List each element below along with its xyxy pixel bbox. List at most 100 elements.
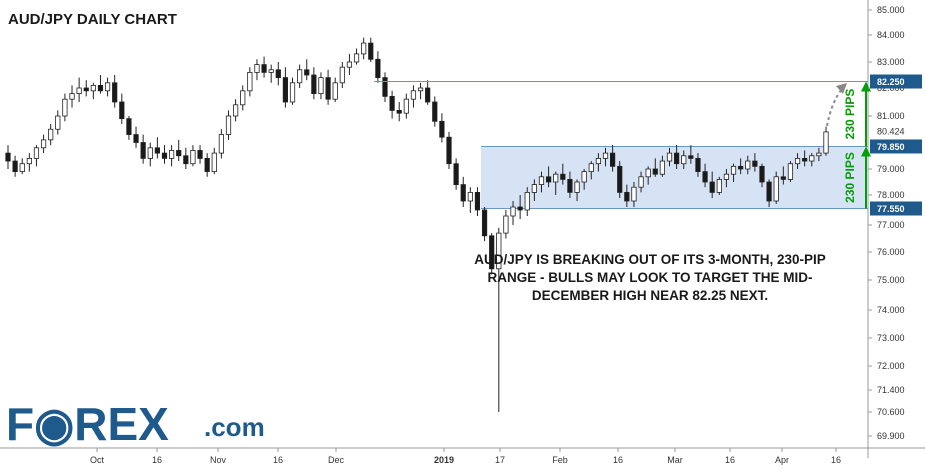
candle-body <box>631 186 637 202</box>
price-badge-bg <box>870 74 922 89</box>
candle <box>617 161 623 198</box>
candle-body <box>83 87 89 92</box>
candle-body <box>90 85 96 92</box>
candle-body <box>76 87 82 94</box>
candle <box>190 145 196 167</box>
candle-body <box>197 150 203 159</box>
candle-body <box>439 120 445 138</box>
candle <box>773 171 779 204</box>
candle <box>681 150 687 169</box>
price-badge-label: 80.424 <box>877 126 905 136</box>
candle-body <box>602 152 609 159</box>
candle-body <box>425 87 431 103</box>
candle <box>638 171 644 193</box>
candle <box>240 85 246 111</box>
candle <box>62 93 68 122</box>
lower-pips-arrow-head <box>861 146 871 157</box>
candle-body <box>581 171 587 183</box>
candle-body <box>474 191 481 211</box>
candle <box>695 153 701 177</box>
candle-body <box>752 160 758 167</box>
annotation-line-3: DECEMBER HIGH NEAR 82.25 NEXT. <box>532 288 768 303</box>
candle <box>460 176 466 207</box>
candle-body <box>723 173 730 180</box>
candle <box>403 93 409 119</box>
candle-body <box>332 82 338 100</box>
candle <box>688 145 694 164</box>
candle <box>481 207 488 242</box>
y-tick-label: 77.000 <box>877 220 905 230</box>
y-tick-label: 69.900 <box>877 431 905 441</box>
price-badge: 79.850 <box>870 139 922 154</box>
candle-body <box>297 69 303 84</box>
candle <box>730 163 737 182</box>
candle-body <box>62 98 68 117</box>
candle-body <box>823 131 829 154</box>
candle <box>496 227 502 412</box>
candle <box>161 145 168 164</box>
candle <box>12 155 18 177</box>
y-tick-label: 78.000 <box>877 190 905 200</box>
candle-body <box>318 77 324 94</box>
candle <box>752 153 758 172</box>
candle-body <box>119 101 125 120</box>
candle-body <box>659 160 666 175</box>
candle <box>553 171 559 195</box>
logo-brand: F◉REX <box>6 398 169 450</box>
candle-body <box>282 77 289 103</box>
candle-body <box>368 42 374 60</box>
candle <box>346 53 353 75</box>
y-axis: 85.00084.00083.00082.00081.00079.00078.0… <box>868 5 922 441</box>
x-axis: Oct 16 Nov 16 Dec 2019 17 Feb 16 Mar 16 Apr 16 <box>90 448 841 465</box>
candle <box>40 134 47 154</box>
candle-body <box>133 134 139 143</box>
x-tick-label: Oct <box>90 455 105 465</box>
candle-body <box>787 163 794 180</box>
candle <box>517 195 523 219</box>
x-tick-label: 16 <box>152 455 162 465</box>
overlays: 230 PIPS 230 PIPS <box>374 81 871 209</box>
x-tick-label: 2019 <box>434 455 454 465</box>
price-badge-bg <box>870 201 922 216</box>
price-badge-label: 77.550 <box>877 204 905 214</box>
candle <box>97 75 104 94</box>
candle <box>275 62 281 86</box>
candle <box>233 99 239 122</box>
y-tick-label: 84.000 <box>877 30 905 40</box>
candle <box>745 155 751 175</box>
candle-body <box>389 96 395 111</box>
candle-body <box>190 150 196 165</box>
candle-body <box>809 155 815 162</box>
candle <box>453 158 459 190</box>
candle <box>432 96 438 127</box>
price-badge-label: 79.850 <box>877 142 905 152</box>
candle <box>674 145 680 169</box>
candle <box>168 145 175 167</box>
candle <box>382 72 388 102</box>
candle <box>254 59 260 81</box>
candle-body <box>816 152 822 157</box>
candle <box>446 131 452 169</box>
candle-body <box>176 150 182 157</box>
candle-body <box>275 69 281 79</box>
x-tick-label: 16 <box>613 455 623 465</box>
candle <box>425 80 431 105</box>
candle <box>147 142 153 167</box>
candle-body <box>233 104 239 117</box>
candle-body <box>247 72 253 92</box>
candle <box>183 147 189 169</box>
candle <box>410 85 417 108</box>
candle-body <box>183 155 189 165</box>
candle <box>247 67 253 97</box>
candle <box>225 110 232 140</box>
candle <box>282 67 289 108</box>
candle-body <box>595 157 601 165</box>
candle-body <box>168 150 175 159</box>
candle <box>361 37 367 60</box>
candle-body <box>432 101 438 122</box>
candle <box>339 62 345 88</box>
candle <box>766 179 772 207</box>
y-tick-label: 70.600 <box>877 407 905 417</box>
